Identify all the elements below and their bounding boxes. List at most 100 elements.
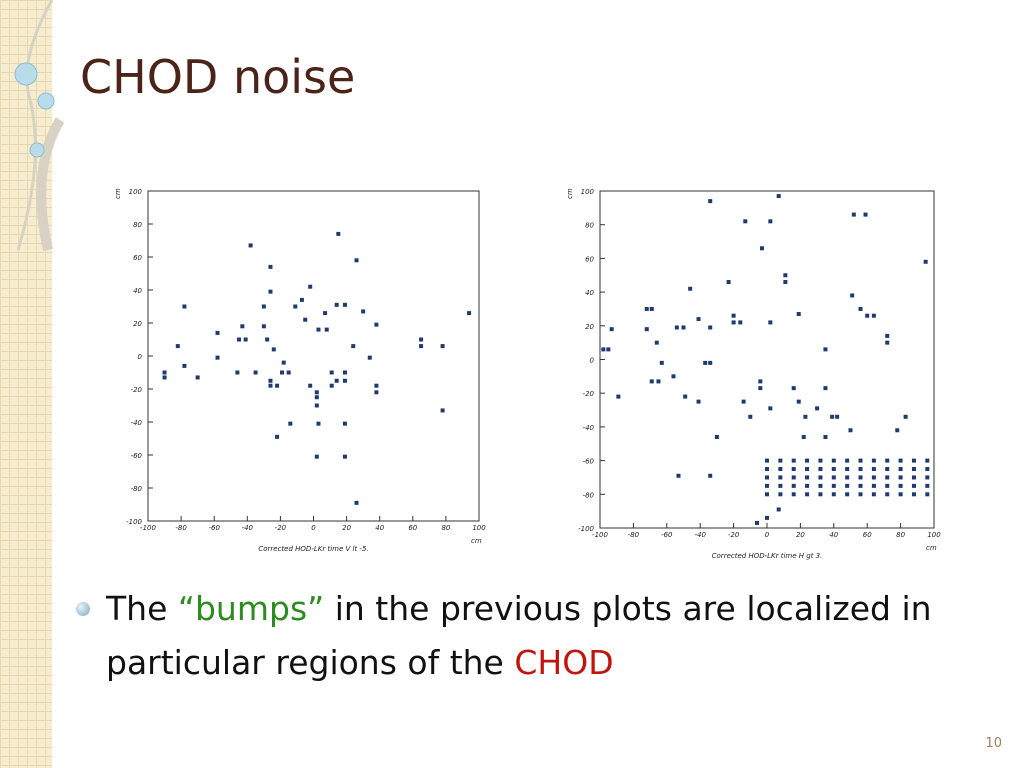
- point: [871, 467, 876, 472]
- text: in the previous plots are localized in p…: [106, 589, 932, 682]
- point: [871, 475, 876, 480]
- point: [818, 492, 823, 497]
- y-tick-label: 60: [585, 255, 594, 263]
- point: [865, 313, 870, 318]
- point: [215, 330, 220, 335]
- point: [768, 219, 773, 224]
- x-tick-label: -100: [592, 531, 608, 539]
- point: [858, 467, 863, 472]
- point: [818, 458, 823, 463]
- point: [778, 467, 783, 472]
- point: [903, 414, 908, 419]
- point: [791, 467, 796, 472]
- y-tick-label: -100: [126, 518, 142, 526]
- point: [805, 467, 810, 472]
- point: [858, 306, 863, 311]
- point: [162, 375, 167, 380]
- x-tick-label: -100: [140, 524, 156, 532]
- point: [342, 421, 347, 426]
- y-tick-label: 0: [590, 357, 595, 365]
- point: [336, 231, 341, 236]
- chart-title: Corrected HOD-LKr time H gt 3.: [712, 552, 823, 560]
- point: [748, 414, 753, 419]
- charts: -100 -80 -60 -40 -20 0 20 40 60 80 100 -100 -80 -60 -4…: [114, 188, 941, 560]
- point: [334, 302, 339, 307]
- point: [240, 324, 245, 329]
- point: [741, 399, 746, 404]
- point: [858, 458, 863, 463]
- point: [925, 458, 930, 463]
- point: [925, 492, 930, 497]
- point: [818, 483, 823, 488]
- point: [299, 297, 304, 302]
- x-tick-label: -40: [694, 531, 706, 539]
- point: [671, 374, 676, 379]
- point: [440, 344, 445, 349]
- x-axis-label: cm: [471, 537, 482, 545]
- point: [796, 312, 801, 317]
- point: [714, 435, 719, 440]
- point: [676, 473, 681, 478]
- point: [805, 458, 810, 463]
- point: [308, 284, 313, 289]
- point: [688, 286, 693, 291]
- y-axis-label: cm: [114, 188, 122, 199]
- point: [885, 475, 890, 480]
- point: [911, 492, 916, 497]
- point: [268, 289, 273, 294]
- point: [791, 483, 796, 488]
- point: [314, 395, 319, 400]
- point: [351, 344, 356, 349]
- point: [275, 383, 280, 388]
- bullet-marker: [76, 602, 90, 616]
- point: [911, 467, 916, 472]
- y-tick-label: 40: [585, 289, 594, 297]
- point: [703, 360, 708, 365]
- point: [845, 475, 850, 480]
- point: [316, 327, 321, 332]
- y-axis-label: cm: [566, 188, 574, 199]
- point: [850, 293, 855, 298]
- point: [925, 467, 930, 472]
- point: [845, 467, 850, 472]
- highlight: “bumps”: [177, 589, 325, 628]
- y-tick-label: 0: [138, 353, 143, 361]
- x-tick-label: 0: [311, 524, 316, 532]
- x-tick-label: 100: [927, 531, 941, 539]
- point: [858, 475, 863, 480]
- point: [871, 458, 876, 463]
- point: [237, 337, 242, 342]
- point: [649, 379, 654, 384]
- x-tick-label: -20: [275, 524, 287, 532]
- point: [253, 370, 258, 375]
- bubble: [29, 142, 45, 158]
- point: [275, 434, 280, 439]
- point: [419, 337, 424, 342]
- point: [898, 458, 903, 463]
- x-tick-label: 100: [472, 524, 486, 532]
- point: [783, 279, 788, 284]
- point: [329, 383, 334, 388]
- bubble: [14, 62, 38, 86]
- x-tick-label: 40: [829, 531, 838, 539]
- x-tick-label: -80: [175, 524, 187, 532]
- point: [361, 309, 366, 314]
- point: [281, 360, 286, 365]
- x-tick-label: -20: [728, 531, 740, 539]
- point: [374, 322, 379, 327]
- point: [342, 378, 347, 383]
- point: [731, 320, 736, 325]
- point: [898, 492, 903, 497]
- point: [248, 243, 253, 248]
- point: [215, 355, 220, 360]
- point: [374, 383, 379, 388]
- point: [831, 475, 836, 480]
- point: [796, 399, 801, 404]
- point: [791, 458, 796, 463]
- point: [759, 246, 764, 251]
- point: [314, 403, 319, 408]
- point: [863, 212, 868, 217]
- y-tick-label: 40: [133, 287, 142, 295]
- point: [268, 264, 273, 269]
- point: [845, 458, 850, 463]
